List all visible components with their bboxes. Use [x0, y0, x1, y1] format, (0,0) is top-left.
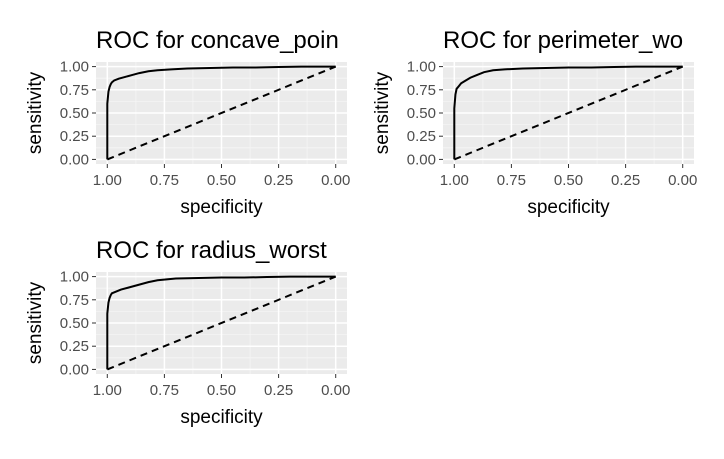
- y-tick-label: 0.75: [60, 82, 89, 99]
- y-tick-label: 0.75: [407, 82, 436, 99]
- y-tick-label: 0.25: [60, 128, 89, 145]
- x-tick-label: 0.50: [207, 172, 236, 189]
- x-tick-label: 0.00: [321, 172, 350, 189]
- x-tick-label: 0.75: [150, 382, 179, 399]
- x-tick-label: 0.75: [150, 172, 179, 189]
- x-tick-label: 0.75: [497, 172, 526, 189]
- roc-curve-line: [453, 65, 683, 160]
- x-tick-label: 0.25: [264, 172, 293, 189]
- roc-curve-line: [106, 65, 336, 160]
- y-tick-label: 1.00: [60, 269, 89, 286]
- y-tick-label: 1.00: [60, 59, 89, 76]
- y-axis-title: sensitivity: [372, 71, 393, 154]
- reference-diagonal-line: [453, 65, 684, 161]
- y-tick-label: 1.00: [407, 59, 436, 76]
- x-axis-title: specificity: [527, 197, 610, 218]
- reference-diagonal-line: [106, 275, 337, 371]
- y-axis-title: sensitivity: [25, 281, 46, 364]
- reference-diagonal-line: [106, 65, 337, 161]
- y-tick-label: 0.50: [60, 105, 89, 122]
- x-tick-label: 1.00: [93, 172, 122, 189]
- x-tick-label: 0.00: [668, 172, 697, 189]
- y-tick-label: 0.00: [60, 151, 89, 168]
- y-tick-label: 0.25: [407, 128, 436, 145]
- y-tick-label: 0.75: [60, 292, 89, 309]
- x-axis-title: specificity: [180, 407, 263, 428]
- chart-title: ROC for perimeter_wo: [443, 27, 683, 54]
- y-tick-label: 0.25: [60, 338, 89, 355]
- x-tick-label: 0.50: [207, 382, 236, 399]
- roc-curve-line: [106, 275, 336, 370]
- roc-panel-1: 1.00 0.75 0.50 0.25 0.00 0.00 0.25 0.50 0.75 1.00…: [25, 27, 350, 218]
- y-tick-label: 0.00: [407, 151, 436, 168]
- y-tick-label: 0.50: [407, 105, 436, 122]
- chart-title: ROC for concave_poin: [96, 27, 339, 54]
- y-axis-title: sensitivity: [25, 71, 46, 154]
- roc-panel-2: 1.00 0.75 0.50 0.25 0.00 0.00 0.25 0.50 0.75 1.00…: [372, 27, 697, 218]
- x-tick-label: 0.00: [321, 382, 350, 399]
- x-tick-label: 0.25: [264, 382, 293, 399]
- x-tick-label: 1.00: [440, 172, 469, 189]
- y-tick-label: 0.00: [60, 361, 89, 378]
- y-tick-label: 0.50: [60, 315, 89, 332]
- chart-title: ROC for radius_worst: [96, 237, 327, 264]
- roc-panel-3: 1.00 0.75 0.50 0.25 0.00 0.00 0.25 0.50 0.75 1.00…: [25, 237, 350, 428]
- x-tick-label: 0.50: [554, 172, 583, 189]
- x-axis-title: specificity: [180, 197, 263, 218]
- x-tick-label: 0.25: [611, 172, 640, 189]
- x-tick-label: 1.00: [93, 382, 122, 399]
